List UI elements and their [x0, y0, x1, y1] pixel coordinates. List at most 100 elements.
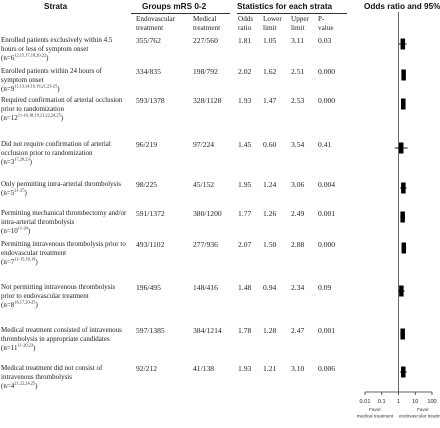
odds-ratio-marker [401, 98, 406, 110]
medical-cell: 148/416 [193, 283, 218, 292]
p-value-cell: 0.03 [318, 36, 332, 45]
stratum-label: Did not require confirmation of arterial… [1, 140, 111, 166]
header-strata: Strata [44, 2, 68, 11]
col-upper-limit: Upper limit [291, 15, 309, 32]
study-count: (n=10 [1, 227, 18, 235]
study-references: 11-16,18,19,21,22,24,25 [17, 112, 61, 118]
endovascular-cell: 196/495 [136, 283, 161, 292]
endovascular-cell: 334/835 [136, 67, 161, 76]
study-count: (n=12 [1, 114, 18, 122]
lower-limit-cell: 1.28 [263, 326, 277, 335]
col-endovascular: Endovascular treatment [136, 15, 176, 32]
stratum-label: Enrolled patients within 24 hours of sym… [1, 67, 102, 93]
upper-limit-cell: 2.53 [291, 96, 305, 105]
lower-limit-cell: 1.47 [263, 96, 277, 105]
study-references: 11-20 [17, 225, 28, 231]
medical-cell: 380/1200 [193, 209, 222, 218]
odds-ratio-cell: 2.02 [238, 67, 252, 76]
upper-limit-cell: 3.54 [291, 140, 305, 149]
study-count: (n=4 [1, 382, 15, 390]
odds-ratio-marker [401, 182, 406, 194]
medical-cell: 328/1128 [193, 96, 222, 105]
forest-marker [398, 38, 407, 50]
stratum-label-text: Medical treatment consisted of intraveno… [1, 326, 122, 343]
favor-medical-label: Favor medical treatment [357, 407, 394, 419]
odds-ratio-marker [398, 142, 404, 154]
medical-cell: 41/138 [193, 364, 215, 373]
forest-marker [400, 211, 406, 223]
table-row: Only permitting intra-arterial thromboly… [0, 180, 440, 210]
endovascular-cell: 98/225 [136, 180, 158, 189]
p-value-cell: 0.000 [318, 96, 336, 105]
p-value-cell: 0.001 [318, 326, 336, 335]
odds-ratio-marker [400, 211, 405, 223]
x-tick-label: 1 [397, 399, 400, 405]
odds-ratio-cell: 1.48 [238, 283, 252, 292]
upper-limit-cell: 2.88 [291, 240, 305, 249]
study-references: 11,13,14,16,19,21,23-25 [14, 83, 58, 89]
stratum-label-text: Did not require confirmation of arterial… [1, 140, 111, 157]
medical-cell: 277/936 [193, 240, 218, 249]
forest-plot-rows [394, 12, 408, 392]
odds-ratio-cell: 2.07 [238, 240, 252, 249]
x-tick-label: 100 [427, 399, 436, 405]
table-row: Enrolled patients within 24 hours of sym… [0, 67, 440, 97]
table-row: Medical treatment consisted of intraveno… [0, 326, 440, 356]
table-row: Permitting intravenous thrombolysis prio… [0, 240, 440, 270]
study-count: (n=5 [1, 189, 15, 197]
table-row: Required confirmation of arterial occlus… [0, 96, 440, 126]
study-count: (n=9 [1, 85, 15, 93]
medical-cell: 45/152 [193, 180, 215, 189]
stratum-label-text: Required confirmation of arterial occlus… [1, 96, 123, 113]
study-references: 16,17,20-25 [14, 299, 36, 305]
odds-ratio-marker [400, 328, 405, 340]
table-row: Medical treatment did not consist of int… [0, 364, 440, 394]
endovascular-cell: 92/212 [136, 364, 158, 373]
forest-marker [400, 328, 406, 340]
odds-ratio-cell: 1.95 [238, 180, 252, 189]
study-references: 17,20,23 [14, 156, 30, 162]
forest-marker [394, 142, 408, 154]
forest-marker [399, 366, 407, 378]
stratum-label: Enrolled patients exclusively within 4.5… [1, 36, 113, 62]
p-value-cell: 0.000 [318, 240, 336, 249]
header-plot: Odds ratio and 95% CI [364, 2, 440, 11]
odds-ratio-cell: 1.45 [238, 140, 252, 149]
p-value-cell: 0.41 [318, 140, 332, 149]
study-references: 11-15,18,19 [14, 256, 36, 262]
forest-marker [401, 98, 406, 110]
upper-limit-cell: 3.11 [291, 36, 305, 45]
stratum-label-text: Only permitting intra-arterial thromboly… [1, 180, 121, 188]
col-p-value: P- value [318, 15, 334, 32]
lower-limit-cell: 1.24 [263, 180, 277, 189]
header-groups: Groups mRS 0-2 [142, 2, 207, 11]
study-references: 21,22,24,25 [14, 380, 36, 386]
lower-limit-cell: 1.21 [263, 364, 277, 373]
stratum-label-text: Enrolled patients within 24 hours of sym… [1, 67, 102, 84]
header-stats: Statistics for each strata [237, 2, 333, 11]
upper-limit-cell: 3.06 [291, 180, 305, 189]
p-value-cell: 0.004 [318, 180, 336, 189]
header-underline-groups [131, 13, 230, 14]
stratum-label-text: Permitting mechanical thrombectomy and/o… [1, 209, 127, 226]
favor-endovascular-label-line: endovascular treatment [399, 414, 440, 419]
medical-cell: 198/792 [193, 67, 218, 76]
upper-limit-cell: 2.47 [291, 326, 305, 335]
lower-limit-cell: 1.26 [263, 209, 277, 218]
p-value-cell: 0.006 [318, 364, 336, 373]
col-medical: Medical treatment [193, 15, 221, 32]
stratum-label-text: Medical treatment did not consist of int… [1, 364, 103, 381]
table-row: Not permitting intravenous thrombolysis … [0, 283, 440, 313]
odds-ratio-marker [401, 242, 407, 254]
table-row: Permitting mechanical thrombectomy and/o… [0, 209, 440, 239]
favor-medical-label-line: Favor [369, 407, 381, 412]
stratum-label: Not permitting intravenous thrombolysis … [1, 283, 116, 309]
odds-ratio-marker [401, 69, 406, 81]
x-tick-label: 0.01 [360, 399, 371, 405]
lower-limit-cell: 1.62 [263, 67, 277, 76]
forest-marker [401, 242, 407, 254]
endovascular-cell: 96/219 [136, 140, 158, 149]
p-value-cell: 0.09 [318, 283, 332, 292]
x-tick-label: 0.1 [378, 399, 386, 405]
